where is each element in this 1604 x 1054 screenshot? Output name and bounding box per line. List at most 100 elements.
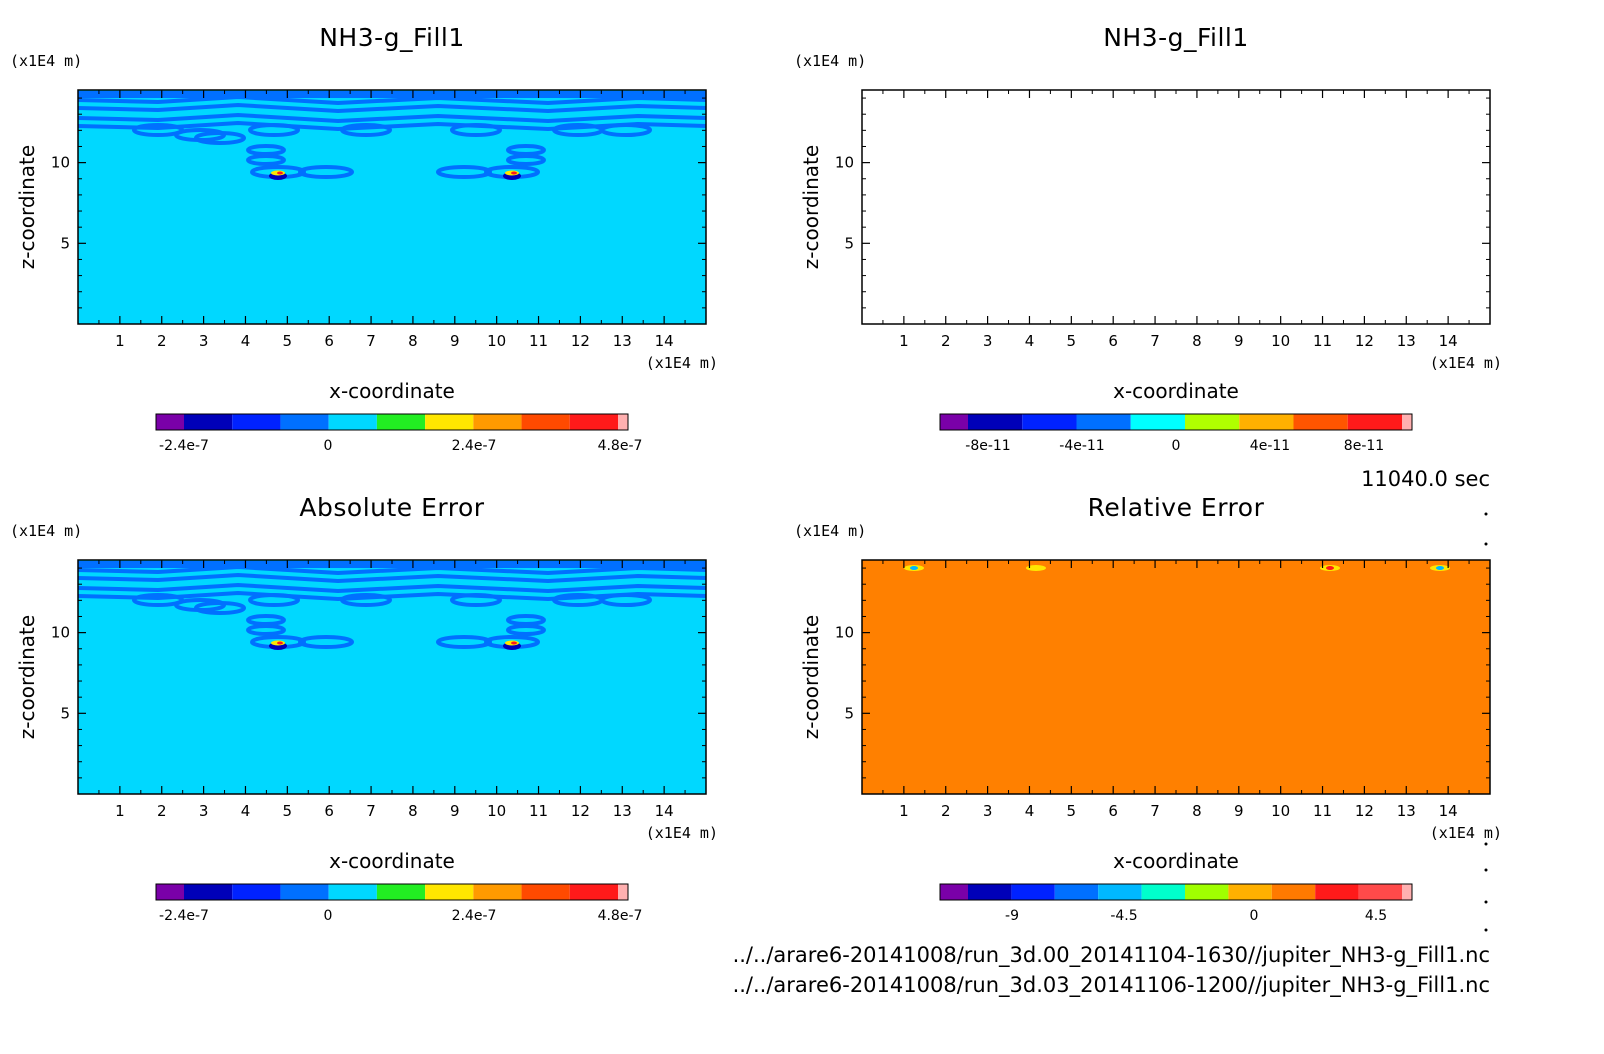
colorbar-tick-label: 4.8e-7 <box>598 908 643 924</box>
colorbar-swatch <box>328 884 377 900</box>
colorbar-swatch <box>280 414 329 430</box>
plot-title: NH3-g_Fill1 <box>319 23 465 52</box>
x-tick-label: 14 <box>655 802 674 820</box>
x-tick-label: 14 <box>655 332 674 350</box>
x-tick-label: 3 <box>199 802 209 820</box>
colorbar: -2.4e-7 0 2.4e-7 4.8e-7 <box>155 413 643 454</box>
marker-dot <box>1484 868 1488 872</box>
colorbar-swatch <box>1315 884 1359 900</box>
x-tick-label: 12 <box>571 802 590 820</box>
x-axis-label: x-coordinate <box>329 849 455 873</box>
marker-dot <box>1484 900 1488 904</box>
x-tick-label: 11 <box>529 802 548 820</box>
x-tick-label: 8 <box>1192 332 1202 350</box>
colorbar-tick-label: 0 <box>324 438 333 454</box>
colorbar-tick-label: -8e-11 <box>965 438 1010 454</box>
colorbar-swatch <box>1054 884 1099 900</box>
x-tick-label: 9 <box>450 802 460 820</box>
y-axis-label: z-coordinate <box>799 145 823 269</box>
x-tick-label: 13 <box>613 332 632 350</box>
colorbar-swatch <box>473 414 522 430</box>
colorbar-swatch <box>1185 414 1240 430</box>
marker-dot <box>1484 842 1488 846</box>
y-tick-label: 5 <box>60 704 70 722</box>
colorbar-swatch <box>473 884 522 900</box>
x-tick-label: 5 <box>1067 332 1077 350</box>
colorbar-swatch <box>184 414 233 430</box>
y-axis-label: z-coordinate <box>799 615 823 739</box>
colorbar-tick-label: 4.5 <box>1365 908 1387 924</box>
marker-dot <box>1484 512 1488 516</box>
x-tick-label: 1 <box>899 802 909 820</box>
colorbar-swatch <box>425 884 474 900</box>
colorbar-swatch <box>232 414 281 430</box>
colorbar-swatch <box>1141 884 1185 900</box>
colorbar-tick-label: 4e-11 <box>1250 438 1290 454</box>
colorbar-tick-label: 0 <box>1250 908 1259 924</box>
colorbar-frame <box>939 413 1413 431</box>
y-axis-label: z-coordinate <box>15 145 39 269</box>
hot-spots <box>269 170 521 180</box>
y-tick-label: 5 <box>844 234 854 252</box>
colorbar-swatch <box>1271 884 1316 900</box>
colorbar-swatch <box>1293 414 1348 430</box>
x-tick-label: 13 <box>1397 802 1416 820</box>
x-tick-label: 2 <box>941 332 951 350</box>
x-axis-label: x-coordinate <box>1113 379 1239 403</box>
x-tick-label: 5 <box>283 332 293 350</box>
colorbar-tick-label: 8e-11 <box>1344 438 1384 454</box>
y-unit-label: (x1E4 m) <box>10 52 82 70</box>
x-tick-label: 5 <box>1067 802 1077 820</box>
x-tick-label: 3 <box>983 332 993 350</box>
x-tick-label: 9 <box>450 332 460 350</box>
x-tick-label: 10 <box>1271 802 1290 820</box>
x-unit-label: (x1E4 m) <box>646 824 718 842</box>
colorbar-tick-label: 0 <box>1172 438 1181 454</box>
colorbar-tick-label: -2.4e-7 <box>159 908 209 924</box>
colorbar-frame <box>155 883 629 901</box>
colorbar-swatch <box>940 884 968 900</box>
colorbar-swatch <box>328 414 377 430</box>
panel-1: NH3-g_Fill1(x1E4 m)1 2 3 4 5 6 7 8 9 10 11 12 13 1451… <box>10 23 718 454</box>
colorbar-tick-label: -4.5 <box>1110 908 1137 924</box>
colorbar: -8e-11 -4e-11 0 4e-11 8e-11 <box>939 413 1413 454</box>
x-tick-label: 5 <box>283 802 293 820</box>
colorbar-swatch <box>232 884 281 900</box>
colorbar-tick-label: 4.8e-7 <box>598 438 643 454</box>
x-tick-label: 6 <box>324 802 334 820</box>
colorbar-swatch <box>1022 414 1077 430</box>
x-unit-label: (x1E4 m) <box>1430 354 1502 372</box>
upper-bands <box>77 91 707 179</box>
colorbar-swatch <box>1239 414 1294 430</box>
colorbar-swatch <box>569 884 618 900</box>
colorbar-frame <box>155 413 629 431</box>
colorbar-swatch <box>569 414 618 430</box>
y-unit-label: (x1E4 m) <box>794 522 866 540</box>
colorbar-swatch <box>940 414 968 430</box>
colorbar-swatch <box>376 414 426 430</box>
x-tick-label: 2 <box>941 802 951 820</box>
field-fill <box>862 90 1490 324</box>
x-tick-label: 1 <box>899 332 909 350</box>
x-tick-label: 7 <box>366 332 376 350</box>
colorbar-swatch <box>968 884 1012 900</box>
x-tick-label: 11 <box>529 332 548 350</box>
x-tick-label: 10 <box>487 802 506 820</box>
file-path: ../../arare6-20141008/run_3d.03_20141106… <box>733 973 1490 998</box>
hot-spots <box>269 640 521 650</box>
colorbar-swatch <box>376 884 426 900</box>
x-tick-label: 6 <box>1108 802 1118 820</box>
colorbar-swatch <box>156 414 184 430</box>
colorbar-swatch <box>1076 414 1131 430</box>
marker-dot <box>1484 928 1488 932</box>
colorbar-swatch <box>156 884 184 900</box>
colorbar-tick-label: 2.4e-7 <box>452 438 497 454</box>
colorbar-swatch <box>968 414 1023 430</box>
colorbar-tick-label: -4e-11 <box>1059 438 1104 454</box>
colorbar-swatch <box>1402 414 1412 430</box>
x-tick-label: 8 <box>408 802 418 820</box>
panel-4: Relative Error(x1E4 m)1 2 3 4 5 6 7 8 9 10 11 12 13 1… <box>794 493 1502 924</box>
x-unit-label: (x1E4 m) <box>1430 824 1502 842</box>
colorbar-swatch <box>280 884 329 900</box>
